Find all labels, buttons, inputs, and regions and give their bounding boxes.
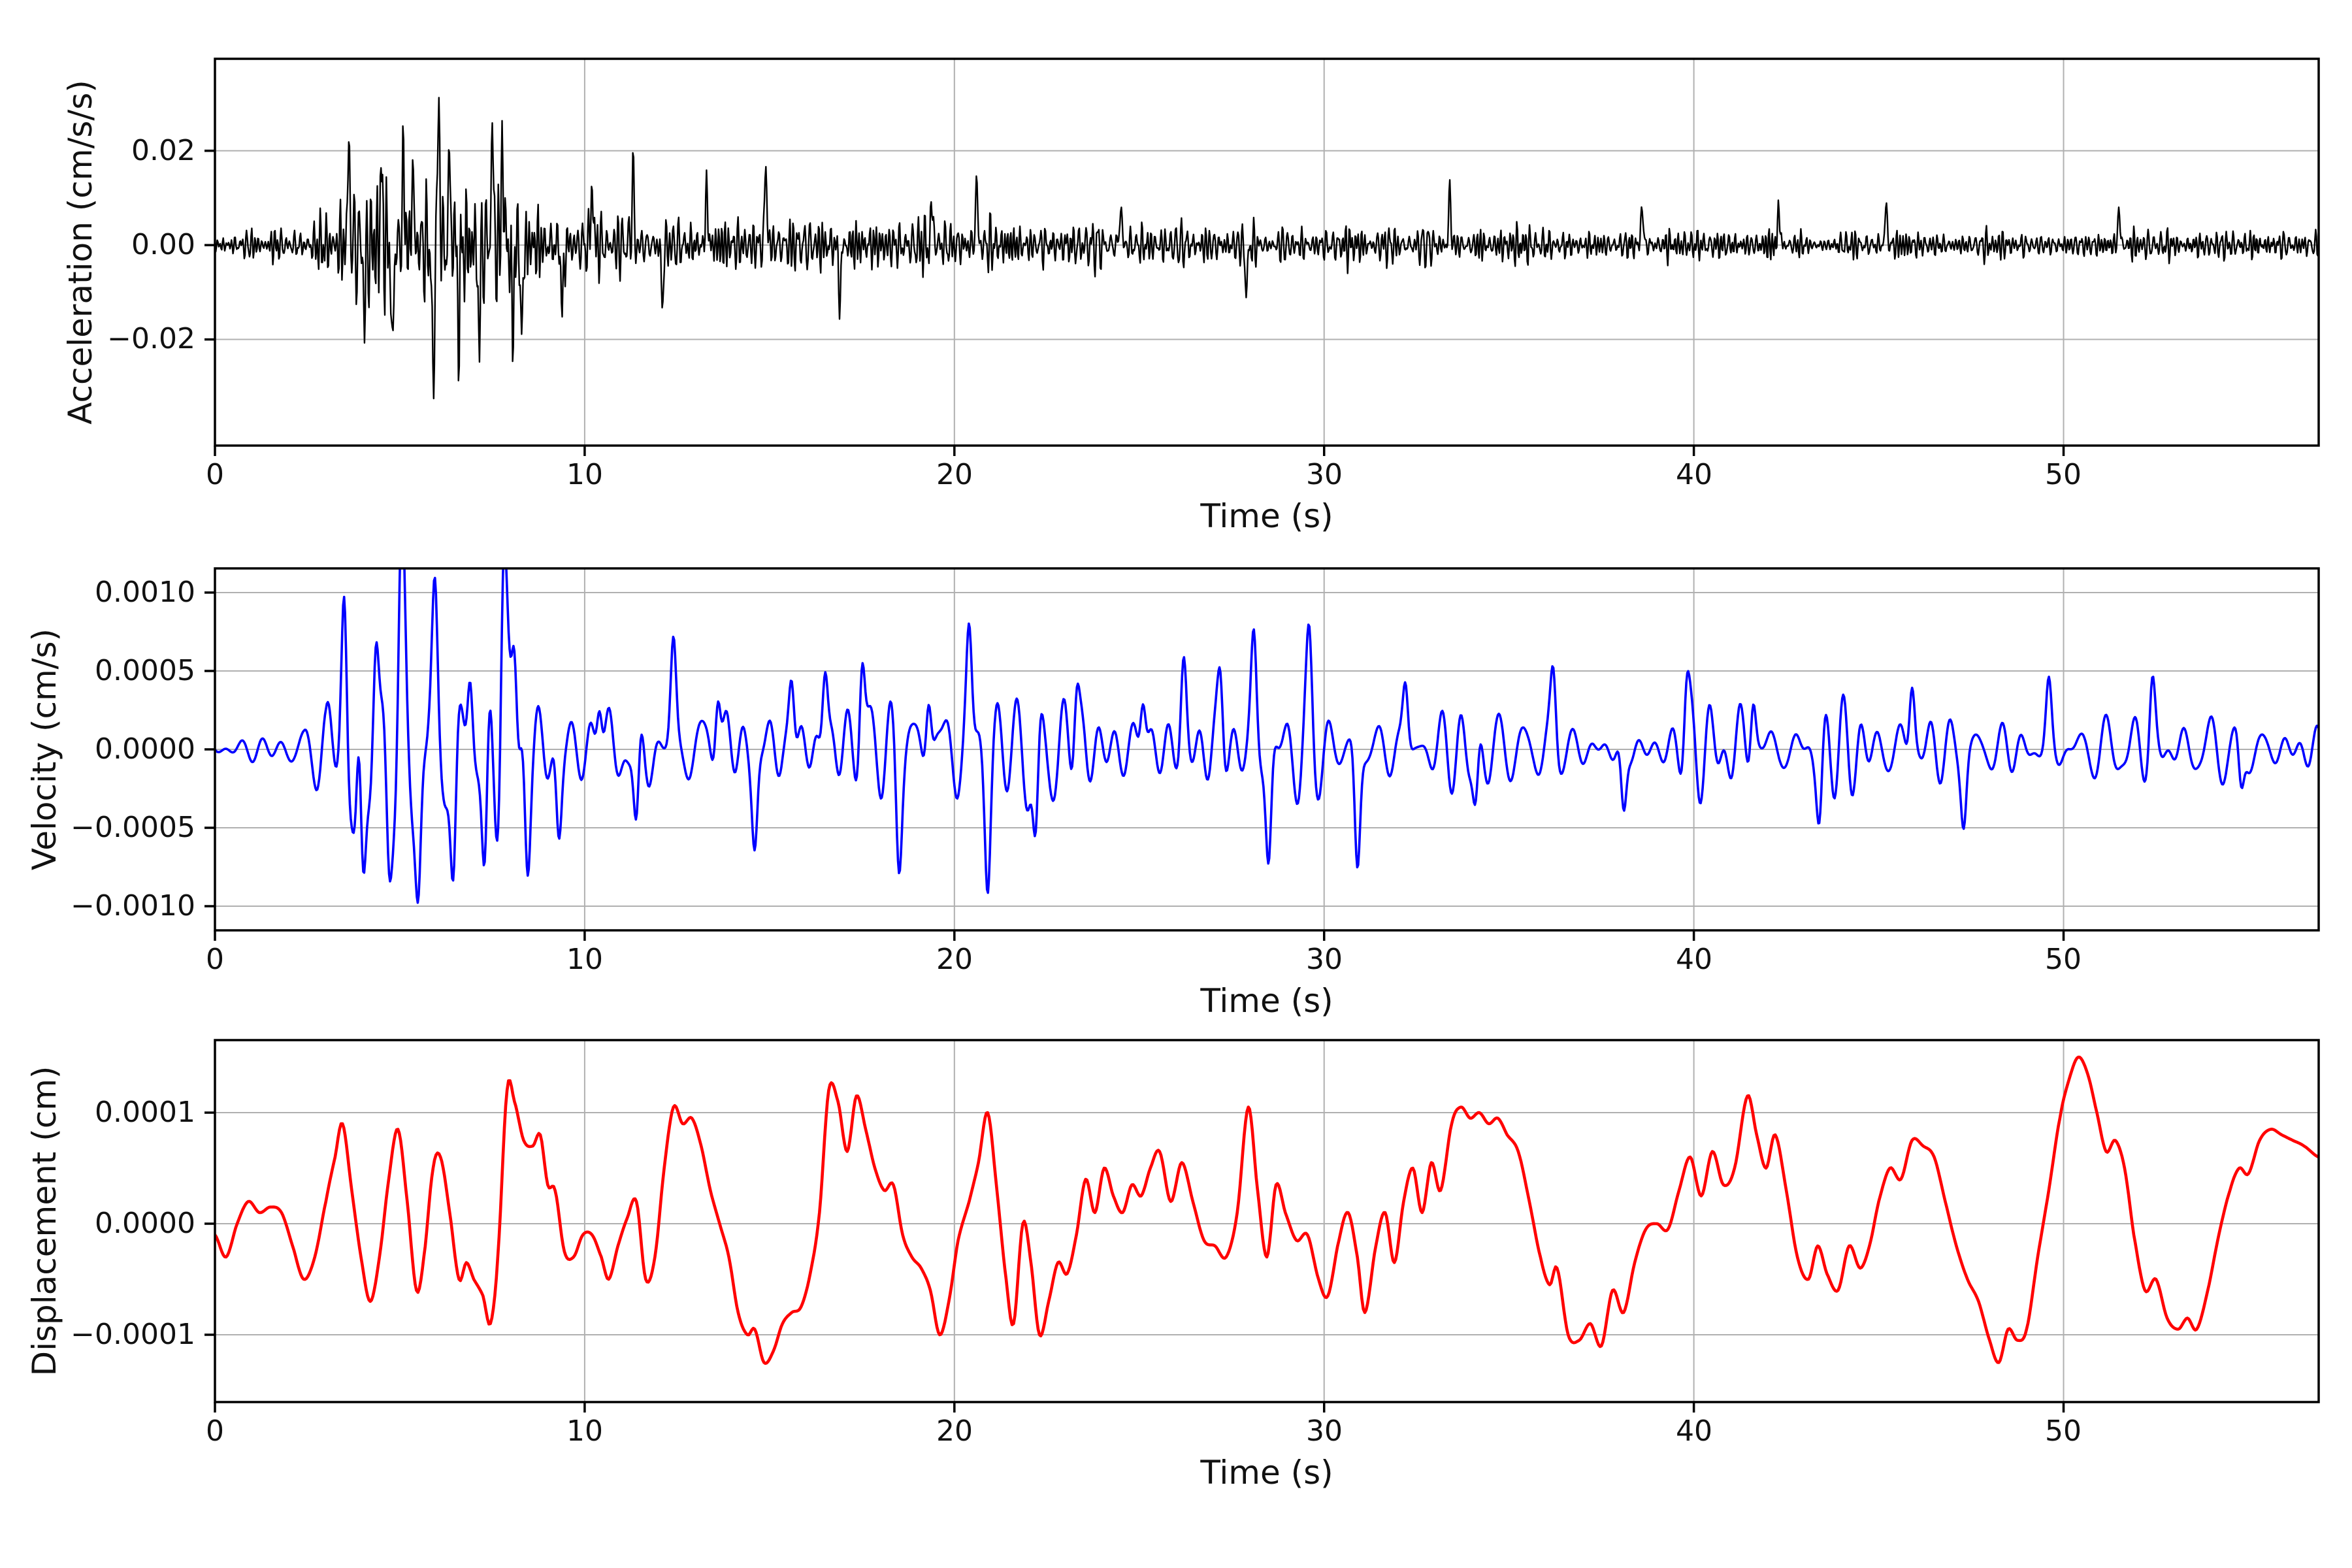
x-tick-label: 50: [2045, 458, 2082, 491]
time-axis-title: Time (s): [1200, 982, 1333, 1020]
y-tick-label: −0.02: [107, 322, 195, 355]
x-tick-label: 20: [936, 1414, 973, 1448]
y-tick-label: 0.0000: [95, 732, 195, 766]
y-tick-label: 0.0010: [95, 576, 195, 609]
x-tick-label: 40: [1676, 458, 1712, 491]
x-tick-label: 20: [936, 458, 973, 491]
x-tick-label: 0: [206, 1414, 224, 1448]
x-tick-label: 10: [566, 458, 603, 491]
x-tick-label: 10: [566, 943, 603, 976]
y-tick-label: −0.0005: [71, 811, 195, 844]
y-tick-label: 0.0001: [95, 1096, 195, 1129]
x-tick-label: 10: [566, 1414, 603, 1448]
x-tick-label: 0: [206, 458, 224, 491]
y-tick-label: 0.0000: [95, 1207, 195, 1240]
x-tick-label: 40: [1676, 943, 1712, 976]
x-tick-label: 50: [2045, 943, 2082, 976]
y-tick-label: 0.0005: [95, 654, 195, 687]
time-axis-title: Time (s): [1200, 497, 1333, 535]
y-tick-label: −0.0010: [71, 889, 195, 923]
x-tick-label: 50: [2045, 1414, 2082, 1448]
axes-frame: [214, 1039, 2320, 1403]
axes-frame: [214, 57, 2320, 447]
x-tick-label: 30: [1306, 458, 1343, 491]
x-tick-label: 30: [1306, 943, 1343, 976]
x-tick-label: 30: [1306, 1414, 1343, 1448]
displacement-trace: [215, 1055, 2319, 1365]
y-tick-label: −0.0001: [71, 1318, 195, 1351]
x-tick-label: 20: [936, 943, 973, 976]
x-tick-label: 0: [206, 943, 224, 976]
x-tick-label: 40: [1676, 1414, 1712, 1448]
velocity-trace: [215, 568, 2319, 904]
acceleration-trace: [215, 97, 2319, 400]
time-axis-title: Time (s): [1200, 1454, 1333, 1492]
y-tick-label: 0.02: [131, 134, 195, 167]
y-tick-label: 0.00: [131, 228, 195, 261]
